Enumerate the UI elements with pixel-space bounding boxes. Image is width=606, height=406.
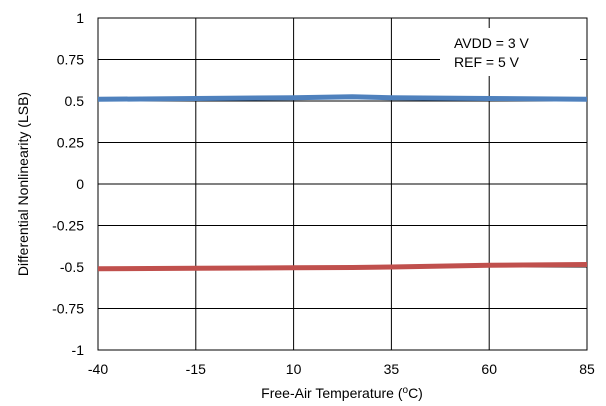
y-axis-tick-labels: 1 0.75 0.5 0.25 0 -0.25 -0.5 -0.75 -1	[52, 10, 84, 358]
y-tick-label: 0.5	[65, 93, 85, 109]
x-tick-label: 10	[286, 361, 302, 377]
y-tick-label: -1	[72, 342, 85, 358]
y-tick-label: -0.75	[52, 301, 84, 317]
series-layer	[97, 94, 588, 272]
y-tick-label: -0.5	[60, 259, 84, 275]
x-tick-label: -40	[88, 361, 108, 377]
y-tick-label: 0.25	[57, 135, 84, 151]
x-axis-title-main: Free-Air Temperature (	[261, 385, 403, 401]
annotation-box	[440, 28, 580, 76]
x-tick-label: 60	[481, 361, 497, 377]
y-axis-title: Differential Nonlinearity (LSB)	[15, 92, 31, 276]
x-axis-tick-labels: -40 -15 10 35 60 85	[88, 361, 595, 377]
y-tick-label: 1	[76, 10, 84, 26]
annotation-avdd: AVDD = 3 V	[454, 35, 529, 51]
x-tick-label: 85	[579, 361, 595, 377]
plot-area-border	[97, 17, 588, 351]
x-axis-title: Free-Air Temperature (oC)	[261, 385, 423, 401]
x-axis-title-superscript: o	[403, 385, 409, 396]
x-tick-label: 35	[384, 361, 400, 377]
annotation-ref: REF = 5 V	[454, 54, 520, 70]
series-line-1	[97, 94, 588, 102]
x-tick-label: -15	[186, 361, 206, 377]
series-line-2	[97, 262, 588, 272]
x-axis-title-suffix: C)	[408, 385, 423, 401]
y-tick-label: 0	[76, 176, 84, 192]
y-tick-label: -0.25	[52, 218, 84, 234]
y-tick-label: 0.75	[57, 52, 84, 68]
